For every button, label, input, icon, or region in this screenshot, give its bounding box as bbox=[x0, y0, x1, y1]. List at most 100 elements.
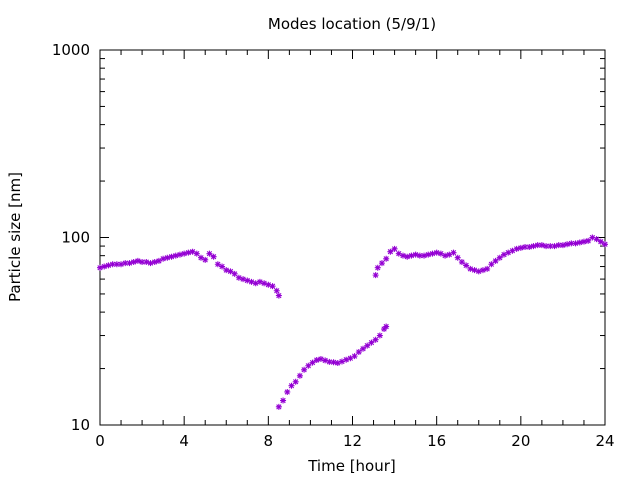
data-point bbox=[252, 280, 259, 287]
data-point bbox=[442, 252, 449, 259]
data-point bbox=[147, 260, 154, 267]
data-point bbox=[572, 240, 579, 247]
data-point bbox=[505, 249, 512, 256]
data-point bbox=[126, 260, 133, 267]
data-point bbox=[425, 251, 432, 258]
data-point bbox=[185, 249, 192, 256]
data-point bbox=[305, 362, 312, 369]
data-point bbox=[338, 358, 345, 365]
data-point bbox=[122, 260, 129, 267]
data-point bbox=[244, 277, 251, 284]
data-point bbox=[378, 260, 385, 267]
y-tick-labels: 10 100 1000 bbox=[52, 41, 90, 434]
data-point bbox=[118, 261, 125, 268]
data-point bbox=[101, 263, 108, 270]
data-point bbox=[256, 278, 263, 285]
data-point bbox=[589, 234, 596, 241]
data-point bbox=[296, 372, 303, 379]
data-point bbox=[368, 339, 375, 346]
data-point bbox=[219, 263, 226, 270]
data-point bbox=[155, 257, 162, 264]
data-point bbox=[593, 236, 600, 243]
data-point bbox=[198, 254, 204, 261]
data-point bbox=[97, 264, 103, 271]
data-point bbox=[530, 243, 537, 250]
data-point bbox=[585, 237, 592, 244]
data-point bbox=[130, 259, 137, 266]
data-point bbox=[172, 252, 179, 259]
data-point bbox=[326, 358, 333, 365]
data-point bbox=[322, 357, 329, 364]
data-point bbox=[235, 274, 242, 281]
data-point bbox=[280, 397, 287, 404]
data-point bbox=[381, 326, 388, 333]
data-point bbox=[517, 244, 524, 251]
data-point bbox=[151, 259, 158, 266]
data-point bbox=[513, 245, 520, 252]
data-point bbox=[543, 243, 550, 250]
data-point bbox=[376, 332, 383, 339]
data-point bbox=[450, 249, 457, 256]
data-point bbox=[467, 265, 474, 272]
data-point bbox=[488, 261, 495, 268]
data-point bbox=[400, 252, 406, 259]
data-point bbox=[479, 267, 486, 274]
plot-frame bbox=[99, 49, 606, 426]
data-point bbox=[597, 238, 604, 245]
data-point bbox=[189, 248, 196, 255]
data-point bbox=[143, 259, 150, 266]
data-point bbox=[374, 264, 381, 271]
data-point bbox=[534, 242, 541, 249]
data-point bbox=[492, 257, 499, 264]
data-point bbox=[559, 242, 566, 249]
data-point bbox=[288, 382, 295, 389]
y-tick-label: 100 bbox=[61, 229, 90, 247]
data-point bbox=[181, 250, 188, 257]
data-point bbox=[538, 242, 545, 249]
data-point bbox=[568, 240, 575, 247]
data-point bbox=[261, 280, 268, 287]
data-point bbox=[113, 261, 120, 268]
data-point bbox=[275, 403, 282, 410]
data-point bbox=[383, 323, 390, 330]
x-tick-label: 24 bbox=[595, 432, 614, 450]
data-point bbox=[334, 360, 341, 367]
data-point bbox=[372, 336, 379, 343]
data-point bbox=[109, 261, 116, 268]
data-point bbox=[164, 254, 171, 261]
data-point bbox=[330, 359, 337, 366]
x-tick-label: 20 bbox=[511, 432, 530, 450]
data-point bbox=[210, 253, 217, 260]
data-point bbox=[284, 388, 291, 395]
data-point bbox=[387, 248, 394, 255]
data-point bbox=[429, 250, 436, 257]
data-point bbox=[355, 349, 362, 356]
data-point bbox=[526, 243, 533, 250]
x-tick-label: 16 bbox=[427, 432, 446, 450]
data-point bbox=[313, 357, 320, 364]
data-point bbox=[347, 355, 354, 362]
axis-ticks bbox=[99, 49, 606, 426]
data-point bbox=[496, 254, 503, 261]
data-point bbox=[580, 238, 587, 245]
data-point bbox=[551, 243, 558, 250]
data-point bbox=[547, 243, 554, 250]
data-point bbox=[576, 239, 583, 246]
y-tick-label: 1000 bbox=[52, 41, 90, 59]
x-tick-label: 12 bbox=[343, 432, 362, 450]
data-point bbox=[214, 261, 221, 268]
data-point bbox=[240, 276, 247, 283]
data-point bbox=[446, 251, 453, 258]
data-point bbox=[463, 262, 470, 269]
x-tick-labels: 0 4 8 12 16 20 24 bbox=[95, 432, 614, 450]
data-point bbox=[343, 356, 350, 363]
y-tick-label: 10 bbox=[71, 416, 90, 434]
data-point bbox=[522, 243, 529, 250]
data-point bbox=[395, 250, 402, 257]
data-point bbox=[202, 256, 209, 263]
data-points bbox=[97, 234, 608, 410]
data-point bbox=[176, 251, 183, 258]
data-point bbox=[317, 355, 324, 362]
data-point bbox=[309, 359, 316, 366]
